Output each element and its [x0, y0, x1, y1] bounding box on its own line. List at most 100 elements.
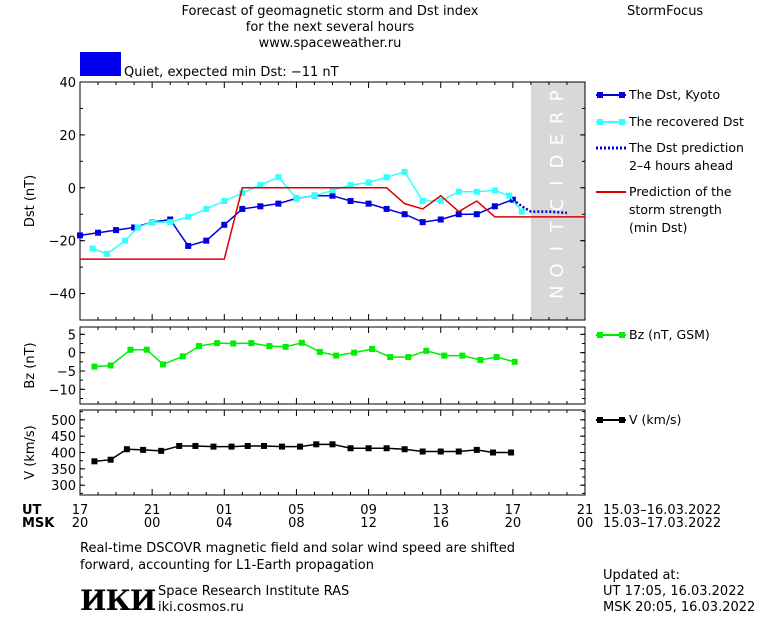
data-point — [293, 195, 300, 202]
msk-date-range: 15.03–17.03.2022 — [603, 516, 722, 531]
legend-marker — [619, 119, 625, 125]
y-tick-label: −20 — [49, 235, 76, 250]
data-point — [113, 227, 120, 234]
prediction-letter: P — [547, 90, 568, 101]
ut-tick-label: 01 — [216, 503, 233, 518]
data-point — [419, 448, 426, 455]
chart-title-line-1: Forecast of geomagnetic storm and Dst in… — [181, 4, 479, 19]
institute-name: Space Research Institute RAS — [158, 584, 350, 599]
status-text: Quiet, expected min Dst: −11 nT — [124, 65, 339, 80]
institute-site-link[interactable]: iki.cosmos.ru — [158, 600, 244, 615]
data-point — [506, 192, 513, 199]
y-tick-label: 40 — [59, 76, 76, 91]
data-point — [89, 245, 96, 252]
data-point — [279, 443, 285, 450]
y-tick-label: 400 — [51, 447, 76, 462]
legend-marker — [619, 332, 625, 338]
data-point — [275, 174, 282, 181]
data-point — [511, 358, 518, 365]
data-point — [77, 232, 83, 239]
ut-tick-label: 09 — [360, 503, 377, 518]
chart-title-line-3: www.spaceweather.ru — [258, 36, 402, 51]
series-bz-nt-gsm- — [91, 339, 518, 370]
data-point — [248, 340, 255, 347]
data-point — [401, 211, 408, 218]
data-point — [333, 352, 340, 359]
msk-tick-label: 20 — [505, 516, 522, 531]
data-point — [329, 192, 336, 199]
data-point — [239, 190, 246, 197]
data-point — [158, 447, 165, 454]
data-point — [365, 445, 372, 452]
legend-label: 2–4 hours ahead — [629, 158, 733, 173]
data-point — [441, 352, 448, 359]
legend-entry: V (km/s) — [596, 412, 681, 427]
data-point — [159, 361, 166, 368]
legend-label: The Dst prediction — [628, 140, 744, 155]
data-point — [423, 347, 430, 354]
data-point — [405, 354, 412, 361]
note-line-2: forward, accounting for L1-Earth propaga… — [80, 558, 374, 573]
data-point — [455, 188, 462, 195]
data-point — [257, 203, 264, 210]
msk-tick-label: 00 — [144, 516, 161, 531]
updated-label: Updated at: — [603, 568, 680, 583]
y-tick-label: −10 — [49, 383, 76, 398]
msk-tick-label: 08 — [288, 516, 305, 531]
ut-tick-label: 21 — [144, 503, 161, 518]
prediction-letter: T — [547, 220, 568, 233]
data-point — [91, 363, 98, 370]
data-point — [473, 446, 480, 453]
data-point — [127, 346, 134, 353]
data-point — [214, 340, 221, 347]
data-point — [313, 441, 320, 448]
data-point — [329, 187, 336, 194]
data-point — [185, 213, 192, 220]
legend-marker — [619, 417, 625, 423]
prediction-letter: N — [547, 285, 568, 298]
msk-tick-label: 12 — [360, 516, 377, 531]
ut-tick-label: 17 — [72, 503, 89, 518]
updated-ut: UT 17:05, 16.03.2022 — [603, 584, 745, 599]
legend-label: storm strength — [629, 202, 722, 217]
data-point — [131, 224, 138, 231]
data-point — [365, 200, 372, 207]
data-point — [167, 219, 174, 226]
data-point — [437, 198, 444, 204]
msk-tick-label: 04 — [216, 516, 233, 531]
data-point — [104, 250, 111, 257]
panel-1: −10 −5 0 5 Bz (nT) — [23, 326, 586, 405]
legend-label: Prediction of the — [629, 184, 732, 199]
data-point — [230, 340, 237, 347]
y-axis-label: V (km/s) — [23, 425, 38, 480]
brand-label: StormFocus — [627, 4, 704, 19]
ut-tick-label: 13 — [432, 503, 449, 518]
iki-logo: ИКИ — [80, 584, 156, 617]
data-point — [196, 343, 203, 350]
data-point — [437, 448, 444, 455]
data-point — [455, 211, 462, 218]
chart-title-line-2: for the next several hours — [245, 20, 415, 35]
data-point — [493, 354, 500, 361]
data-point — [91, 458, 98, 465]
legend-entry: Bz (nT, GSM) — [596, 327, 710, 342]
y-tick-label: 450 — [51, 430, 76, 445]
data-point — [383, 445, 390, 452]
series-line — [92, 171, 523, 255]
data-point — [347, 182, 354, 189]
data-point — [387, 354, 394, 361]
data-point — [311, 192, 318, 199]
legend-marker — [619, 92, 625, 98]
data-point — [437, 216, 444, 223]
y-axis-label: Bz (nT) — [23, 342, 38, 388]
prediction-letter: I — [547, 181, 568, 186]
y-tick-label: 500 — [51, 414, 76, 429]
series-v-km-s- — [91, 441, 515, 465]
data-point — [122, 237, 129, 244]
data-point — [143, 346, 150, 353]
data-point — [221, 221, 228, 228]
data-point — [298, 339, 305, 346]
